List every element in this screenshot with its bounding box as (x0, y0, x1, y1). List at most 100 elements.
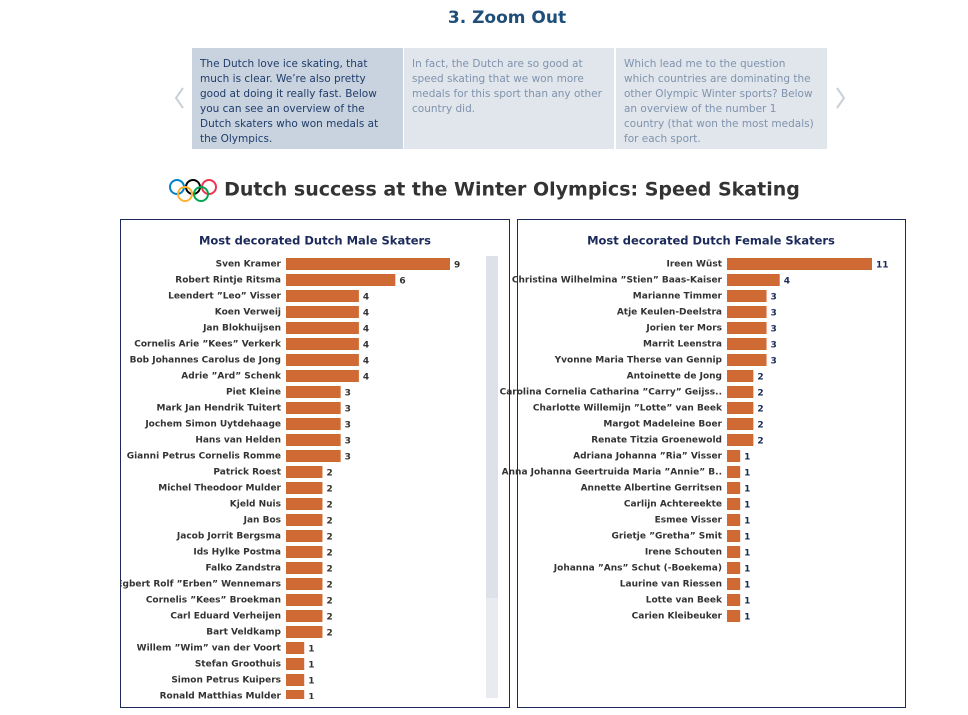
category-label: Ids Hylke Postma (193, 548, 281, 558)
bar (286, 418, 341, 430)
value-label: 1 (744, 485, 750, 495)
value-label: 3 (345, 405, 351, 415)
value-label: 2 (326, 565, 332, 575)
bar (727, 322, 767, 334)
bar (286, 610, 323, 622)
bar (286, 482, 323, 494)
category-label: Carl Eduard Verheijen (170, 612, 281, 622)
bar (727, 370, 754, 382)
bar (727, 466, 741, 478)
value-label: 1 (744, 533, 750, 543)
bar (286, 674, 305, 686)
value-label: 1 (744, 517, 750, 527)
category-label: Irene Schouten (645, 548, 722, 558)
category-label: Jacob Jorrit Bergsma (176, 532, 281, 542)
category-label: Jan Bos (243, 516, 281, 526)
value-label: 3 (771, 309, 777, 319)
category-label: Willem ”Wim” van der Voort (137, 644, 282, 654)
bar (286, 498, 323, 510)
bar (286, 290, 359, 302)
value-label: 2 (757, 405, 763, 415)
value-label: 1 (308, 677, 314, 687)
story-point[interactable]: Which lead me to the question which coun… (616, 48, 827, 149)
category-label: Sven Kramer (216, 260, 282, 270)
category-label: Leendert ”Leo” Visser (168, 292, 281, 302)
value-label: 1 (744, 565, 750, 575)
category-label: Bart Veldkamp (206, 628, 281, 638)
category-label: Koen Verweij (215, 308, 281, 318)
value-label: 4 (363, 341, 369, 351)
male-chart: Most decorated Dutch Male Skaters Sven Kr… (120, 234, 460, 699)
value-label: 2 (757, 421, 763, 431)
bar (727, 402, 754, 414)
bar (727, 610, 741, 622)
category-label: Renate Titzia Groenewold (591, 436, 722, 446)
chart-frame (120, 219, 510, 708)
story-point[interactable]: In fact, the Dutch are so good at speed … (404, 48, 614, 149)
bar (727, 482, 741, 494)
category-label: Jan Blokhuijsen (202, 324, 281, 334)
category-label: Stefan Groothuis (195, 660, 281, 670)
bar (727, 306, 767, 318)
value-label: 1 (744, 613, 750, 623)
value-label: 3 (345, 421, 351, 431)
olympic-rings (169, 179, 217, 202)
category-label: Lotte van Beek (646, 596, 723, 606)
scrollbar-thumb[interactable] (486, 256, 498, 598)
value-label: 2 (757, 437, 763, 447)
value-label: 2 (326, 597, 332, 607)
bar (727, 386, 754, 398)
category-label: Hans van Helden (195, 436, 281, 446)
value-label: 6 (399, 277, 405, 287)
category-label: Bob Johannes Carolus de Jong (130, 356, 281, 366)
category-label: Jorien ter Mors (645, 324, 722, 334)
bar (727, 578, 741, 590)
value-label: 2 (326, 613, 332, 623)
value-label: 4 (363, 309, 369, 319)
bar (286, 626, 323, 638)
category-label: Simon Petrus Kuipers (171, 676, 281, 686)
next-arrow[interactable] (836, 87, 846, 109)
category-label: Antoinette de Jong (627, 372, 722, 382)
bar (286, 530, 323, 542)
category-label: Marianne Timmer (633, 292, 723, 302)
value-label: 3 (771, 293, 777, 303)
category-label: Piet Kleine (226, 388, 281, 398)
bar (727, 546, 741, 558)
category-label: Johanna ”Ans” Schut (-Boekema) (553, 564, 722, 574)
chart-title: Most decorated Dutch Female Skaters (587, 234, 835, 248)
value-label: 1 (744, 453, 750, 463)
bar (286, 562, 323, 574)
chart-title: Most decorated Dutch Male Skaters (199, 234, 431, 248)
bar (286, 546, 323, 558)
bar (727, 530, 741, 542)
prev-arrow[interactable] (174, 87, 184, 109)
bar (727, 338, 767, 350)
category-label: Patrick Roest (213, 468, 281, 478)
bar (286, 690, 305, 699)
value-label: 3 (771, 341, 777, 351)
category-label: Margot Madeleine Boer (603, 420, 722, 430)
category-label: Gianni Petrus Cornelis Romme (127, 452, 281, 462)
value-label: 1 (308, 661, 314, 671)
value-label: 2 (326, 581, 332, 591)
value-label: 2 (326, 533, 332, 543)
value-label: 2 (757, 373, 763, 383)
category-label: Adriana Johanna ”Ria” Visser (573, 452, 722, 462)
female-chart: Most decorated Dutch Female Skaters Ireen… (500, 234, 889, 623)
bar (286, 402, 341, 414)
bar (286, 642, 305, 654)
bar (286, 658, 305, 670)
dashboard-title: Dutch success at the Winter Olympics: Sp… (224, 179, 800, 201)
bar (286, 322, 359, 334)
category-label: Kjeld Nuis (230, 500, 281, 510)
value-label: 1 (308, 645, 314, 655)
bar (286, 386, 341, 398)
category-label: Annette Albertine Gerritsen (581, 484, 722, 494)
story-point[interactable]: The Dutch love ice skating, that much is… (192, 48, 403, 149)
bar (727, 258, 872, 270)
bar (727, 450, 741, 462)
bar (286, 338, 359, 350)
bar (286, 434, 341, 446)
